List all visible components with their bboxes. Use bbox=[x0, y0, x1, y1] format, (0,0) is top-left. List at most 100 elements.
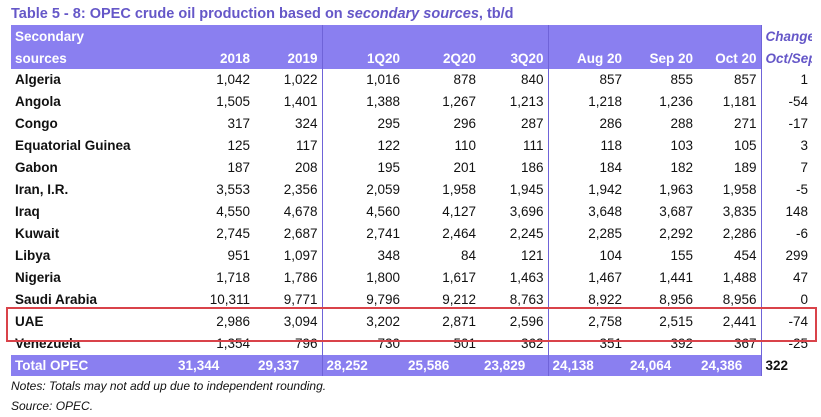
value-cell: 1,401 bbox=[254, 91, 323, 113]
value-cell: 1,354 bbox=[216, 336, 250, 351]
total-cell: 24,064 bbox=[626, 355, 697, 376]
country-name: Equatorial Guinea bbox=[15, 138, 131, 153]
value-cell: 501 bbox=[453, 336, 476, 351]
value-cell: 208 bbox=[254, 157, 323, 179]
value-cell: 111 bbox=[480, 135, 549, 157]
value-cell: 1,388 bbox=[366, 94, 400, 109]
value-cell: 1,463 bbox=[480, 267, 549, 289]
table-row: Equatorial Guinea 125 117 122 110 111 118 103 10… bbox=[11, 135, 812, 157]
value-cell: 1,022 bbox=[254, 69, 323, 91]
value-cell: 2,758 bbox=[588, 314, 622, 329]
value-cell: 1,945 bbox=[480, 179, 549, 201]
country-name: Libya bbox=[15, 248, 51, 263]
value-cell: 287 bbox=[480, 113, 549, 135]
value-cell: 1,488 bbox=[697, 267, 762, 289]
value-cell: 8,956 bbox=[659, 292, 693, 307]
table-row: Saudi Arabia 10,311 9,771 9,796 9,212 8,763 8,… bbox=[11, 289, 812, 311]
total-cell: 31,344 bbox=[174, 355, 254, 376]
value-cell: 8,956 bbox=[697, 289, 762, 311]
change-cell: -5 bbox=[795, 182, 808, 197]
value-cell: 362 bbox=[480, 333, 549, 355]
country-name: Congo bbox=[15, 116, 58, 131]
country-name: Kuwait bbox=[15, 226, 60, 241]
country-name: Iraq bbox=[15, 204, 40, 219]
value-cell: 1,617 bbox=[442, 270, 476, 285]
value-cell: 122 bbox=[377, 138, 400, 153]
table-row: Iran, I.R. 3,553 2,356 2,059 1,958 1,945 1,942… bbox=[11, 179, 812, 201]
value-cell: 9,771 bbox=[254, 289, 323, 311]
value-cell: 878 bbox=[453, 72, 476, 87]
value-cell: 2,245 bbox=[480, 223, 549, 245]
value-cell: 392 bbox=[670, 336, 693, 351]
value-cell: 117 bbox=[254, 135, 323, 157]
value-cell: 8,922 bbox=[588, 292, 622, 307]
value-cell: 155 bbox=[670, 248, 693, 263]
total-cell: 28,252 bbox=[322, 355, 404, 376]
row-label-header-line2: sources bbox=[11, 47, 174, 69]
change-cell: -54 bbox=[788, 94, 808, 109]
table-row: Venezuela 1,354 796 730 501 362 351 392 367 -25 bbox=[11, 333, 812, 355]
value-cell: 189 bbox=[697, 157, 762, 179]
value-cell: 103 bbox=[670, 138, 693, 153]
value-cell: 10,311 bbox=[209, 292, 250, 307]
change-cell: 148 bbox=[785, 204, 808, 219]
value-cell: 195 bbox=[377, 160, 400, 175]
value-cell: 288 bbox=[670, 116, 693, 131]
value-cell: 1,786 bbox=[254, 267, 323, 289]
value-cell: 2,059 bbox=[366, 182, 400, 197]
value-cell: 3,094 bbox=[254, 311, 323, 333]
value-cell: 2,286 bbox=[697, 223, 762, 245]
value-cell: 351 bbox=[599, 336, 622, 351]
total-change: 322 bbox=[761, 355, 812, 376]
value-cell: 4,550 bbox=[216, 204, 250, 219]
value-cell: 2,441 bbox=[697, 311, 762, 333]
change-cell: -17 bbox=[788, 116, 808, 131]
table-row: Angola 1,505 1,401 1,388 1,267 1,213 1,218 1,23… bbox=[11, 91, 812, 113]
value-cell: 317 bbox=[227, 116, 250, 131]
value-cell: 1,042 bbox=[216, 72, 250, 87]
value-cell: 2,515 bbox=[659, 314, 693, 329]
value-cell: 121 bbox=[480, 245, 549, 267]
row-label-header-line1: Secondary bbox=[11, 25, 174, 47]
table-body: Algeria 1,042 1,022 1,016 878 840 857 855 857 1 An… bbox=[11, 69, 812, 355]
country-name: UAE bbox=[15, 314, 44, 329]
header-row-2: sources 2018 2019 1Q20 2Q20 3Q20 Aug 20 … bbox=[11, 47, 812, 69]
value-cell: 840 bbox=[480, 69, 549, 91]
total-label: Total OPEC bbox=[11, 355, 174, 376]
value-cell: 1,958 bbox=[697, 179, 762, 201]
table-title: Table 5 - 8: OPEC crude oil production b… bbox=[11, 4, 514, 24]
value-cell: 1,267 bbox=[442, 94, 476, 109]
column-header: 3Q20 bbox=[480, 47, 549, 69]
country-name: Algeria bbox=[15, 72, 61, 87]
total-cell: 24,386 bbox=[697, 355, 762, 376]
value-cell: 3,553 bbox=[216, 182, 250, 197]
table-row: Algeria 1,042 1,022 1,016 878 840 857 855 857 1 bbox=[11, 69, 812, 91]
change-header-line2: Oct/Sep bbox=[761, 47, 812, 69]
total-cell: 24,138 bbox=[548, 355, 626, 376]
value-cell: 184 bbox=[599, 160, 622, 175]
table-row: Kuwait 2,745 2,687 2,741 2,464 2,245 2,285 2,29… bbox=[11, 223, 812, 245]
value-cell: 286 bbox=[599, 116, 622, 131]
column-header: Aug 20 bbox=[548, 47, 626, 69]
value-cell: 454 bbox=[697, 245, 762, 267]
value-cell: 2,356 bbox=[254, 179, 323, 201]
value-cell: 2,741 bbox=[366, 226, 400, 241]
value-cell: 2,464 bbox=[442, 226, 476, 241]
change-cell: 299 bbox=[785, 248, 808, 263]
value-cell: 1,718 bbox=[216, 270, 250, 285]
table-row: Libya 951 1,097 348 84 121 104 155 454 299 bbox=[11, 245, 812, 267]
value-cell: 324 bbox=[254, 113, 323, 135]
value-cell: 2,285 bbox=[588, 226, 622, 241]
value-cell: 1,963 bbox=[659, 182, 693, 197]
value-cell: 1,236 bbox=[659, 94, 693, 109]
value-cell: 855 bbox=[670, 72, 693, 87]
total-cell: 23,829 bbox=[480, 355, 549, 376]
value-cell: 3,648 bbox=[588, 204, 622, 219]
change-cell: 3 bbox=[800, 138, 808, 153]
value-cell: 1,097 bbox=[254, 245, 323, 267]
table-row: Iraq 4,550 4,678 4,560 4,127 3,696 3,648 3,687 3… bbox=[11, 201, 812, 223]
value-cell: 182 bbox=[670, 160, 693, 175]
country-name: Gabon bbox=[15, 160, 58, 175]
column-header: 2018 bbox=[174, 47, 254, 69]
value-cell: 367 bbox=[697, 333, 762, 355]
